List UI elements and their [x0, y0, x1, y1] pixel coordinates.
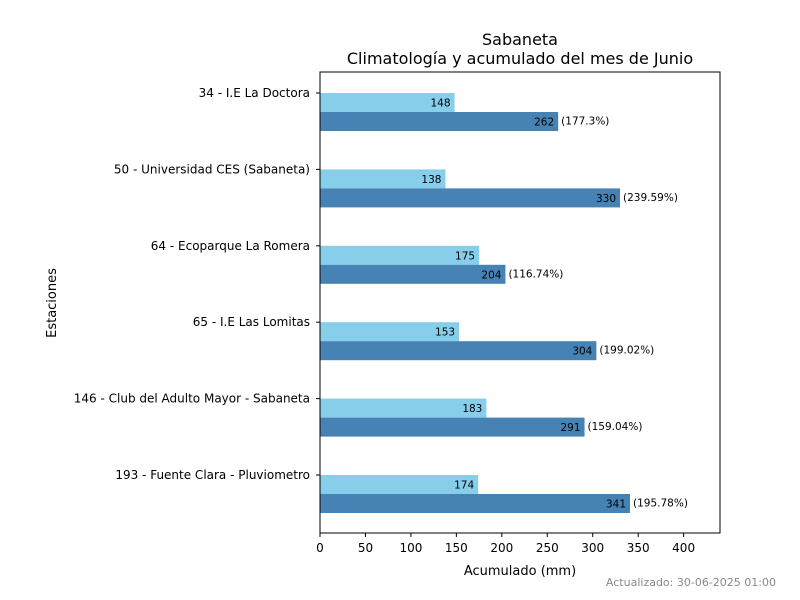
chart-subtitle: Climatología y acumulado del mes de Juni… — [347, 49, 693, 68]
x-tick-label: 150 — [445, 541, 468, 555]
bar-percent-label: (195.78%) — [633, 498, 688, 510]
x-tick-label: 400 — [672, 541, 695, 555]
updated-timestamp: Actualizado: 30-06-2025 01:00 — [606, 576, 776, 589]
bar-acumulado — [320, 264, 506, 284]
bar-value-label: 138 — [421, 174, 441, 186]
bar-value-label: 148 — [430, 98, 450, 110]
x-tick-label: 100 — [399, 541, 422, 555]
bars-layer: 148 262 (177.3%) 138 330 (239.59%) 175 204 (116.… — [320, 93, 688, 513]
bar-value-label: 341 — [606, 499, 626, 511]
bar-climatologia — [320, 475, 479, 494]
bar-climatologia — [320, 245, 480, 265]
x-tick-label: 50 — [358, 541, 373, 555]
bar-percent-label: (177.3%) — [561, 116, 609, 128]
bar-value-label: 174 — [454, 480, 474, 492]
bar-climatologia — [320, 93, 455, 112]
bar-value-label: 183 — [462, 403, 482, 415]
bar-acumulado — [320, 188, 620, 208]
bar-value-label: 291 — [560, 422, 580, 434]
x-tick-label: 350 — [627, 541, 650, 555]
y-tick-label: 50 - Universidad CES (Sabaneta) — [114, 162, 310, 176]
x-tick-label: 0 — [316, 541, 324, 555]
bar-acumulado — [320, 417, 585, 437]
plot-frame — [319, 71, 721, 534]
bar-acumulado — [320, 494, 630, 513]
bar-acumulado — [320, 341, 597, 361]
x-tick-label: 200 — [490, 541, 513, 555]
bar-percent-label: (199.02%) — [599, 345, 654, 357]
bar-acumulado — [320, 112, 559, 131]
x-tick-label: 250 — [536, 541, 559, 555]
bar-climatologia — [320, 322, 460, 342]
x-axis-label: Acumulado (mm) — [464, 564, 576, 579]
bar-climatologia — [320, 398, 487, 418]
y-axis-label: Estaciones — [45, 268, 60, 338]
x-axis-ticks: 0 50 100 150 200 250 300 350 400 — [316, 533, 695, 555]
y-tick-label: 64 - Ecoparque La Romera — [151, 239, 310, 253]
bar-value-label: 330 — [596, 193, 616, 205]
y-tick-label: 146 - Club del Adulto Mayor - Sabaneta — [74, 392, 310, 406]
x-tick-label: 300 — [581, 541, 604, 555]
bar-percent-label: (239.59%) — [623, 192, 678, 204]
bar-climatologia — [320, 169, 446, 189]
y-tick-label: 193 - Fuente Clara - Pluviometro — [115, 468, 310, 482]
y-tick-label: 34 - I.E La Doctora — [199, 86, 310, 100]
bar-value-label: 262 — [534, 117, 554, 129]
bar-value-label: 204 — [481, 269, 501, 281]
y-axis-ticks: 34 - I.E La Doctora 50 - Universidad CES … — [74, 86, 320, 482]
bar-percent-label: (159.04%) — [588, 421, 643, 433]
bar-percent-label: (116.74%) — [508, 268, 563, 280]
y-tick-label: 65 - I.E Las Lomitas — [193, 315, 310, 329]
bar-value-label: 153 — [435, 327, 455, 339]
bar-value-label: 304 — [572, 346, 592, 358]
chart-title: Sabaneta — [482, 30, 558, 49]
bar-value-label: 175 — [455, 250, 475, 262]
